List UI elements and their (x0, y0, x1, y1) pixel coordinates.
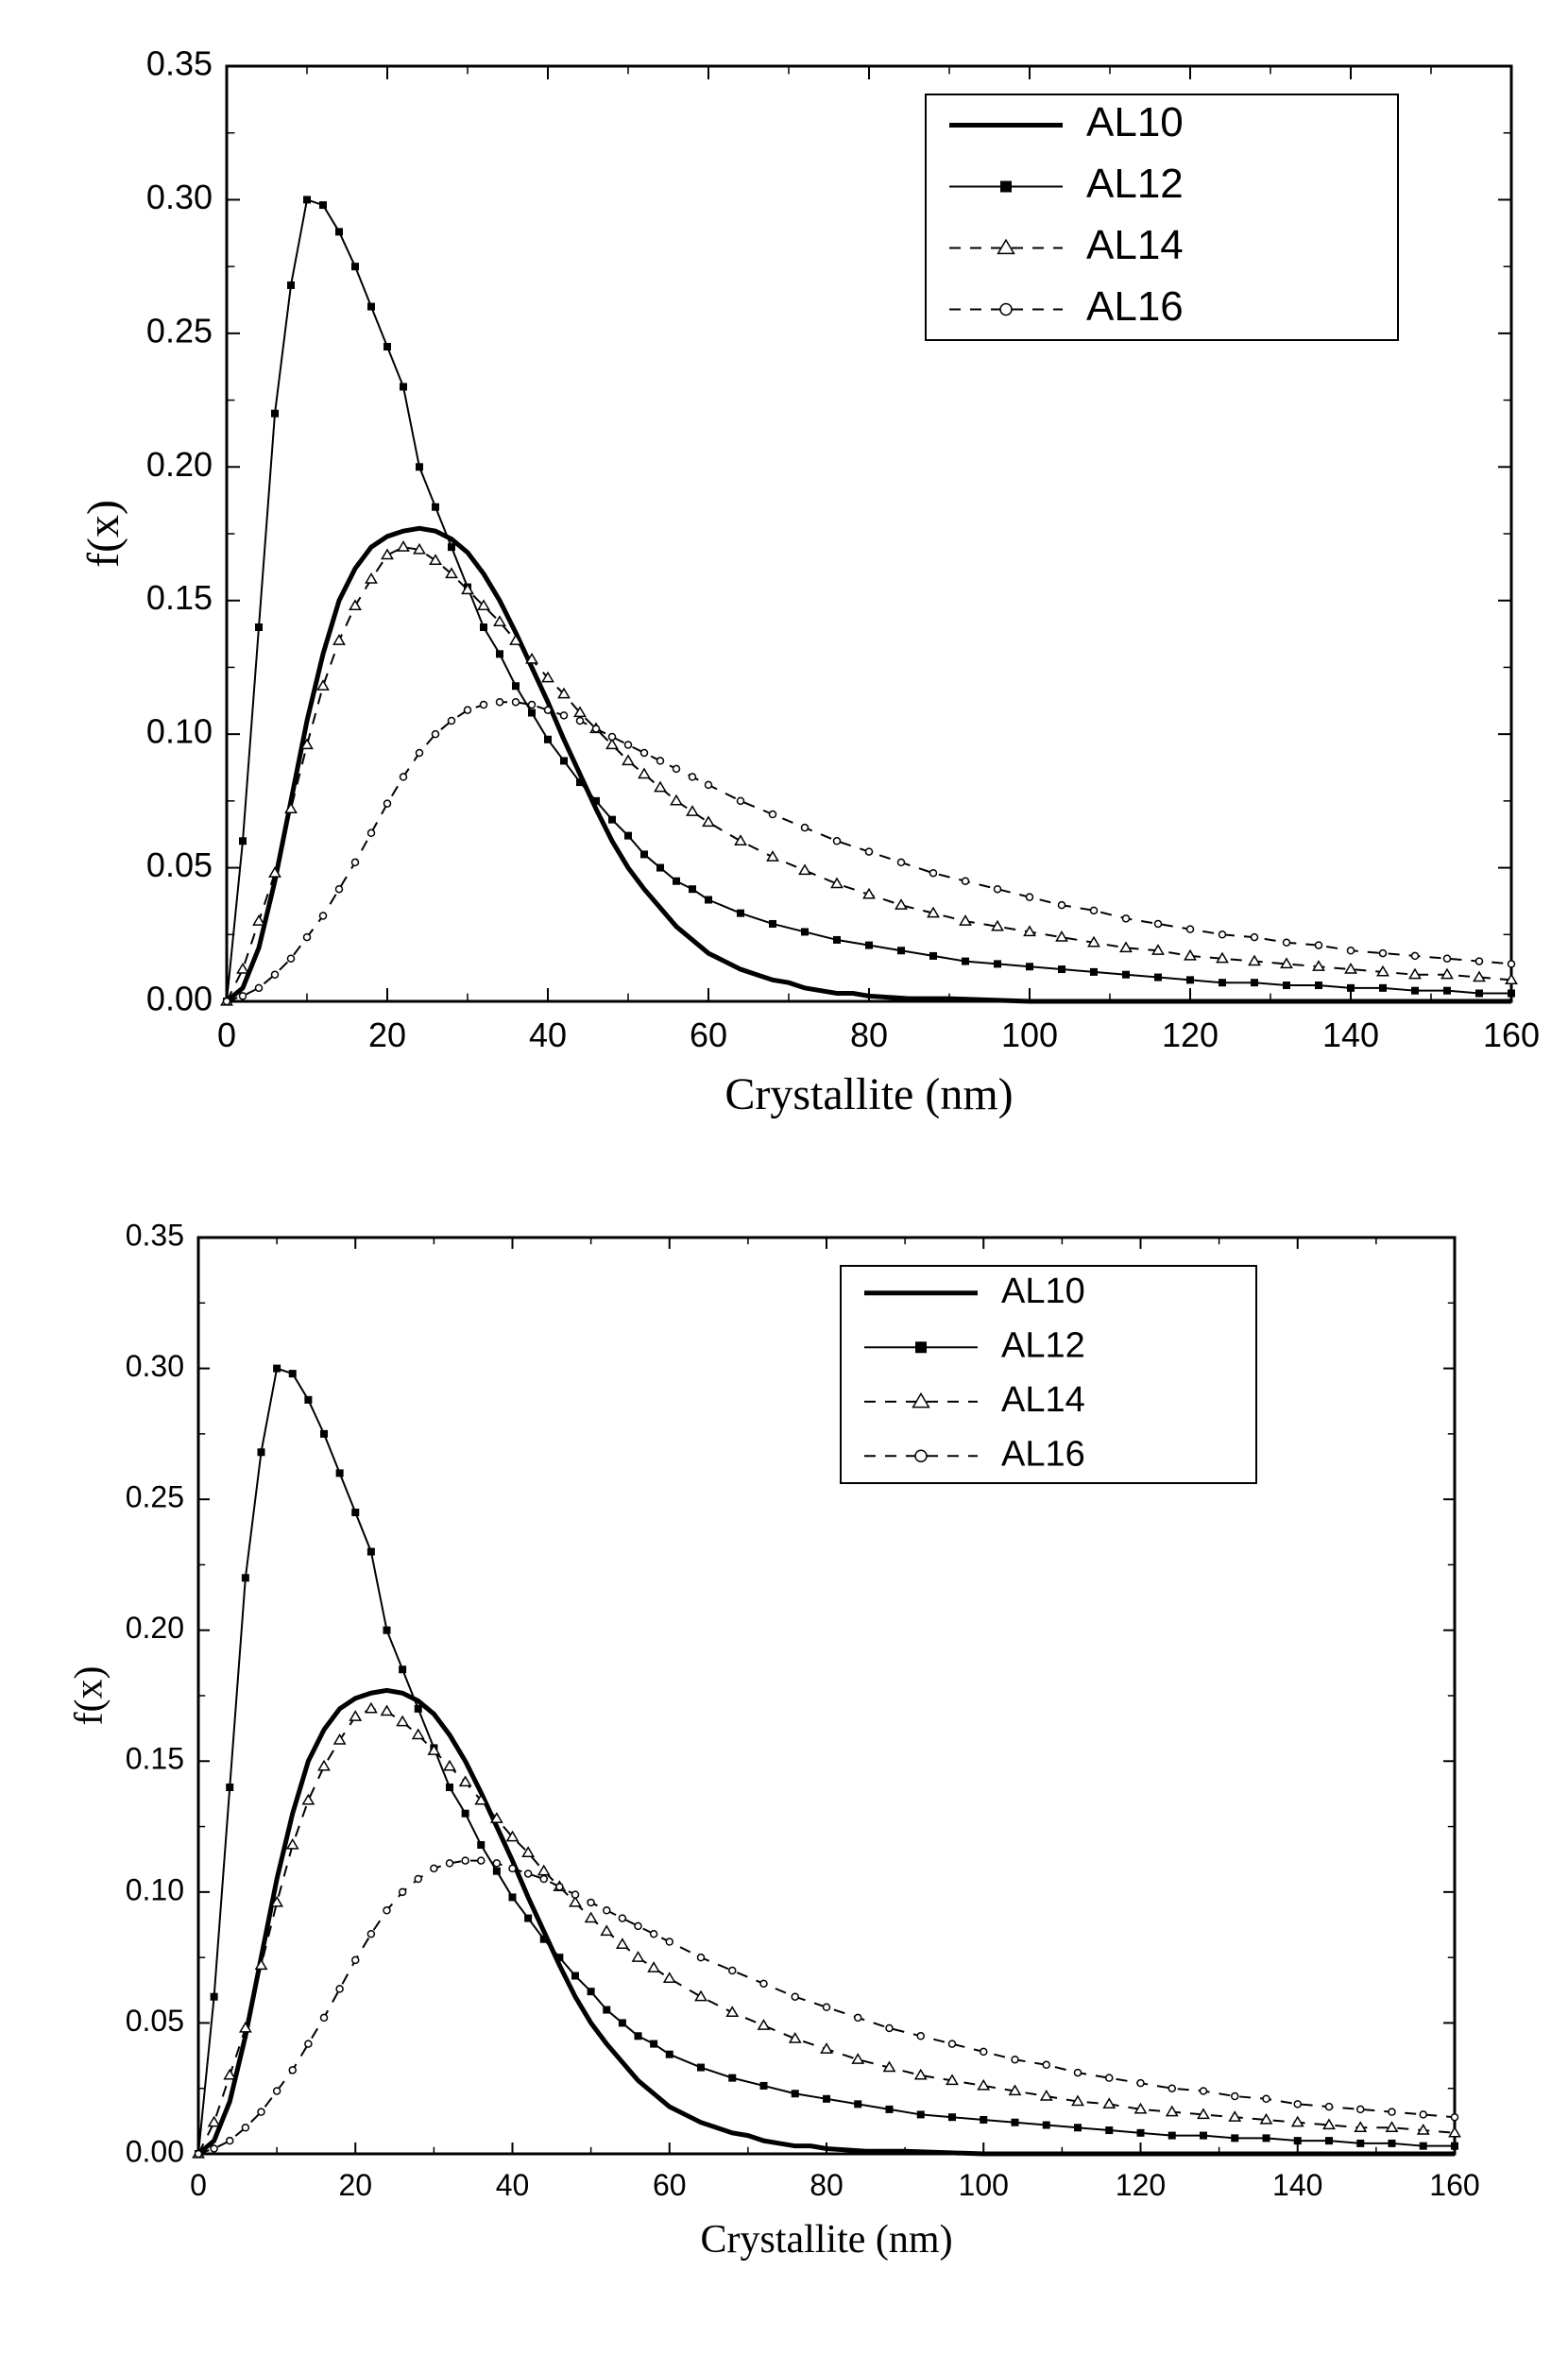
ytick-label: 0.10 (146, 712, 213, 751)
legend-label-AL12: AL12 (1001, 1325, 1085, 1365)
xtick-label: 100 (959, 2168, 1009, 2202)
legend-label-AL12: AL12 (1086, 161, 1184, 207)
ytick-label: 0.05 (126, 2004, 184, 2038)
ytick-label: 0.30 (146, 178, 213, 216)
legend-label-AL14: AL14 (1086, 222, 1184, 268)
ytick-label: 0.10 (126, 1872, 184, 1906)
legend-label-AL16: AL16 (1086, 283, 1184, 330)
xtick-label: 40 (496, 2168, 530, 2202)
xtick-label: 100 (1001, 1016, 1058, 1054)
x-axis-label: Crystallite (nm) (700, 2218, 952, 2262)
xtick-label: 140 (1272, 2168, 1322, 2202)
ytick-label: 0.20 (126, 1611, 184, 1645)
xtick-label: 80 (810, 2168, 844, 2202)
ytick-label: 0.20 (146, 445, 213, 484)
ytick-label: 0.25 (126, 1480, 184, 1514)
xtick-label: 0 (190, 2168, 207, 2202)
ytick-label: 0.00 (146, 980, 213, 1018)
xtick-label: 120 (1116, 2168, 1166, 2202)
charts-container: 0 20 40 60 80 100 120 140 160 0.00 0.05 0.10 0.15 0.2… (19, 19, 1549, 2333)
ytick-label: 0.35 (126, 1218, 184, 1252)
legend-label-AL16: AL16 (1001, 1434, 1085, 1474)
xtick-label: 40 (529, 1016, 567, 1054)
xtick-label: 140 (1322, 1016, 1379, 1054)
chart-top: 0 20 40 60 80 100 120 140 160 0.00 0.05 0.10 0.15 0.2… (19, 19, 1549, 1200)
legend-label-AL10: AL10 (1086, 99, 1184, 145)
y-axis-label: f(x) (68, 1666, 111, 1726)
xtick-label: 160 (1483, 1016, 1540, 1054)
ytick-label: 0.25 (146, 311, 213, 350)
legend-label-AL10: AL10 (1001, 1272, 1085, 1311)
x-axis-label: Crystallite (nm) (724, 1069, 1013, 1119)
y-axis-label: f(x) (78, 500, 128, 568)
ytick-label: 0.35 (146, 44, 213, 83)
xtick-label: 60 (690, 1016, 727, 1054)
xtick-label: 20 (338, 2168, 372, 2202)
xtick-label: 160 (1429, 2168, 1479, 2202)
ytick-label: 0.05 (146, 845, 213, 884)
xtick-label: 20 (368, 1016, 406, 1054)
xtick-label: 120 (1162, 1016, 1219, 1054)
ytick-label: 0.00 (126, 2134, 184, 2168)
xtick-label: 60 (653, 2168, 687, 2202)
xtick-label: 0 (217, 1016, 236, 1054)
chart-bottom: 0 20 40 60 80 100 120 140 160 0.00 0.05 0.10 0.15 0.2… (19, 1200, 1549, 2333)
legend-label-AL14: AL14 (1001, 1380, 1085, 1420)
ytick-label: 0.15 (126, 1742, 184, 1776)
ytick-label: 0.15 (146, 578, 213, 617)
ytick-label: 0.30 (126, 1349, 184, 1383)
xtick-label: 80 (850, 1016, 888, 1054)
